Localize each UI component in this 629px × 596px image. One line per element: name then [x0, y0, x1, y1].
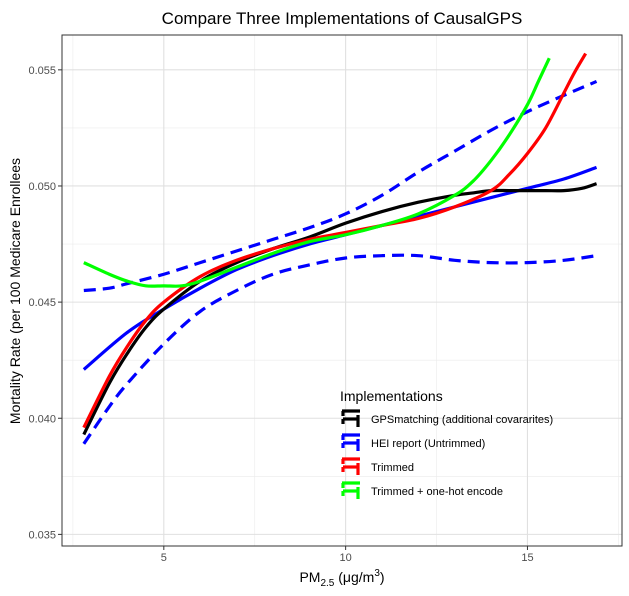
legend-key [341, 409, 360, 427]
x-tick-label: 5 [161, 552, 167, 564]
y-tick-label: 0.055 [28, 65, 56, 77]
panel-border [61, 34, 623, 547]
y-tick-label: 0.045 [28, 297, 56, 309]
legend-label: HEI report (Untrimmed) [371, 438, 485, 450]
legend-key [341, 433, 360, 451]
x-axis-title-subscript: 2.5 [320, 578, 334, 589]
legend-label: GPSmatching (additional covararites) [371, 414, 553, 426]
legend-label: Trimmed [371, 462, 414, 474]
series-line-gpsmatching-additional-covararites [82, 182, 598, 436]
grid-minor [62, 35, 622, 546]
y-tick-label: 0.035 [28, 529, 56, 541]
legend-key [341, 457, 360, 475]
x-axis-title-main: PM [299, 569, 320, 585]
y-tick-label: 0.040 [28, 413, 56, 425]
legend-key [341, 481, 360, 499]
series-layer [82, 52, 598, 445]
y-axis-title: Mortality Rate (per 100 Medicare Enrolle… [7, 158, 23, 424]
x-axis-title-mid: (μg/m [334, 569, 374, 585]
x-axis-title: PM2.5 (μg/m3) [299, 568, 384, 589]
y-tick-label: 0.050 [28, 181, 56, 193]
series-line-hei-report-untrimmed-upper-bound [83, 79, 598, 293]
series-line-hei-report-untrimmed-lower-bound [82, 253, 597, 445]
chart-title: Compare Three Implementations of CausalG… [162, 9, 523, 28]
legend-title: Implementations [340, 388, 443, 404]
x-axis-title-superscript: 3 [374, 568, 380, 579]
x-tick-label: 15 [521, 552, 533, 564]
series-line-trimmed-one-hot-encode [83, 57, 551, 288]
x-tick-label: 10 [340, 552, 352, 564]
x-axis: 5 10 15 [161, 546, 534, 564]
legend-label: Trimmed + one-hot encode [371, 486, 503, 498]
x-axis-title-end: ) [380, 569, 385, 585]
y-axis: 0.035 0.040 0.045 0.050 0.055 [28, 65, 62, 541]
legend-items: GPSmatching (additional covararites) HEI … [341, 409, 553, 499]
legend: Implementations GPSmatching (additional … [340, 388, 553, 499]
grid-major [62, 35, 622, 546]
